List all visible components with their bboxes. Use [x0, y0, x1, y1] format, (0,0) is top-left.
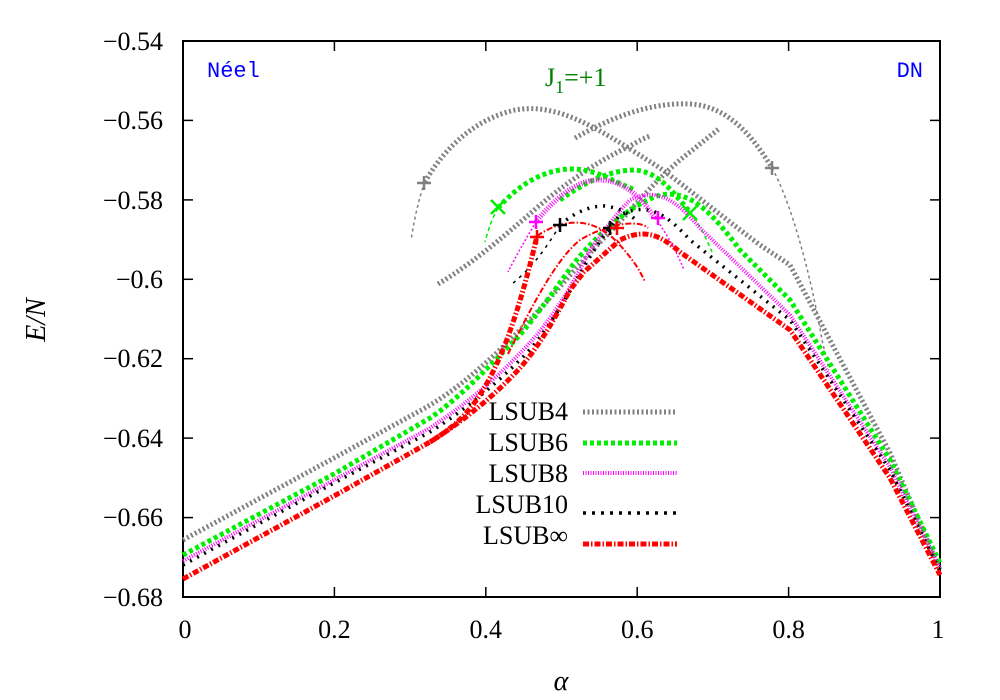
x-tick-label: 0.2 — [318, 615, 351, 644]
x-tick-labels: 0 0.2 0.4 0.6 0.8 1 — [179, 615, 945, 644]
legend: LSUB4 LSUB6 LSUB8 LSUB10 LSUB∞ — [476, 397, 677, 550]
y-ticks — [183, 119, 940, 519]
lsub10-neel-crit-marker — [553, 218, 567, 232]
x-tick-label: 0 — [179, 615, 192, 644]
y-tick-label: −0.58 — [103, 186, 163, 215]
lsub8-dome — [534, 177, 658, 224]
lsub8-dn-unstable — [654, 217, 685, 271]
j1-coupling-label: J1=+1 — [545, 63, 606, 97]
curves — [181, 101, 943, 582]
x-tick-label: 0.8 — [772, 615, 805, 644]
y-tick-label: −0.56 — [103, 106, 163, 135]
lsub6-neel-dome — [496, 166, 636, 210]
legend-label: LSUB6 — [489, 428, 568, 457]
legend-item-lsub10: LSUB10 — [476, 490, 677, 519]
legend-label: LSUB4 — [489, 397, 568, 426]
lsub4-neel-crit-marker — [417, 176, 431, 190]
lsub-inf-dn-crit-marker — [610, 221, 624, 235]
y-tick-label: −0.6 — [116, 265, 163, 294]
critical-point-markers — [417, 161, 779, 244]
y-tick-label: −0.66 — [103, 503, 163, 532]
y-tick-label: −0.68 — [103, 583, 163, 612]
j1-main: J — [545, 63, 555, 92]
y-tick-labels: −0.54 −0.56 −0.58 −0.6 −0.62 −0.64 −0.66… — [103, 27, 163, 612]
series-lsub4 — [181, 101, 943, 571]
legend-item-lsub-infinity: LSUB∞ — [483, 521, 677, 550]
y-tick-label: −0.64 — [103, 424, 163, 453]
lsub4-neel-unstable-end — [410, 181, 426, 241]
legend-label: LSUB10 — [476, 490, 568, 519]
y-axis-title: E/N — [21, 297, 52, 343]
series-lsub-infinity — [181, 221, 943, 582]
lsub8-neel-crit-marker — [529, 215, 543, 229]
lsub4-dn-unstable-end — [771, 167, 830, 371]
lsub-inf-dn-dome — [507, 222, 649, 355]
lsub8-neel-unstable — [507, 221, 537, 273]
series-lsub6 — [181, 166, 943, 565]
j1-subscript: 1 — [555, 77, 564, 97]
lsub6-main — [181, 191, 943, 565]
lsub6-dn-unstable — [689, 211, 713, 253]
y-tick-label: −0.54 — [103, 27, 163, 56]
lsub-inf-neel-thick — [428, 235, 540, 445]
x-tick-label: 0.4 — [470, 615, 503, 644]
legend-item-lsub6: LSUB6 — [489, 428, 677, 457]
x-ticks — [333, 41, 790, 597]
lsub4-dn-descent — [436, 133, 651, 287]
lsub6-dn-crit-marker — [682, 205, 698, 221]
series-lsub10 — [182, 204, 942, 572]
lsub6-dn-dome — [558, 167, 692, 214]
x-axis-title: α — [554, 666, 570, 697]
legend-label: LSUB∞ — [483, 521, 568, 550]
lsub-inf-neel-crit-marker — [530, 230, 544, 244]
j1-value: =+1 — [564, 63, 606, 92]
x-tick-label: 1 — [932, 615, 945, 644]
dn-label: DN — [897, 59, 923, 84]
lsub4-dn-crit-marker — [765, 161, 779, 175]
lsub4-neel-extension — [422, 106, 943, 571]
lsub-inf-neel-dome — [536, 221, 646, 283]
lsub6-neel-unstable — [484, 207, 499, 243]
y-tick-label: −0.62 — [103, 344, 163, 373]
lsub10-dome — [558, 204, 640, 227]
x-tick-label: 0.6 — [621, 615, 654, 644]
legend-item-lsub4: LSUB4 — [489, 397, 677, 426]
lsub4-neel-branch — [181, 126, 722, 543]
neel-label: Néel — [207, 59, 260, 84]
lsub8-dn-crit-marker — [651, 211, 665, 225]
lsub6-neel-crit-marker — [490, 199, 506, 215]
legend-item-lsub8: LSUB8 — [489, 459, 677, 488]
legend-label: LSUB8 — [489, 459, 568, 488]
plot-frame — [182, 40, 941, 598]
lsub-inf-main — [181, 231, 943, 582]
